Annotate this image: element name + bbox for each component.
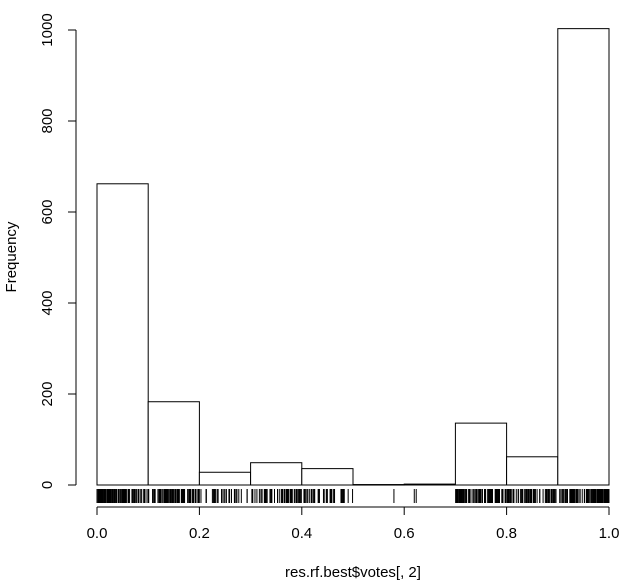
histogram-bar-9 xyxy=(557,28,610,486)
y-tick-label: 800 xyxy=(39,108,56,133)
histogram-bar-6 xyxy=(403,483,456,486)
rug-group xyxy=(96,489,610,503)
x-tick-label: 0.2 xyxy=(189,525,210,542)
histogram-bar-1 xyxy=(147,401,200,486)
x-tick-label: 0.8 xyxy=(496,525,517,542)
y-axis-label: Frequency xyxy=(3,221,20,292)
y-tick-label: 200 xyxy=(39,381,56,406)
x-axis: 0.0 0.2 0.4 0.6 0.8 1.0 xyxy=(87,506,620,542)
y-axis: 0 200 400 600 800 1000 xyxy=(39,13,77,489)
x-tick-label: 0.6 xyxy=(394,525,415,542)
histogram-bar-4 xyxy=(301,468,354,486)
y-tick-label: 0 xyxy=(39,481,56,489)
histogram-bar-5 xyxy=(352,484,405,486)
x-tick-label: 0.4 xyxy=(291,525,312,542)
x-tick-label: 1.0 xyxy=(599,525,620,542)
y-tick-label: 400 xyxy=(39,290,56,315)
histogram-bar-3 xyxy=(250,462,303,486)
histogram-bar-0 xyxy=(96,183,149,486)
histogram-bar-8 xyxy=(506,456,559,486)
x-axis-label: res.rf.best$votes[, 2] xyxy=(285,564,421,581)
y-tick-label: 1000 xyxy=(39,13,56,46)
y-tick-label: 600 xyxy=(39,199,56,224)
histogram-bar-2 xyxy=(198,471,252,486)
histogram-bar-7 xyxy=(454,422,508,486)
x-tick-label: 0.0 xyxy=(87,525,108,542)
bars-group xyxy=(96,28,610,486)
